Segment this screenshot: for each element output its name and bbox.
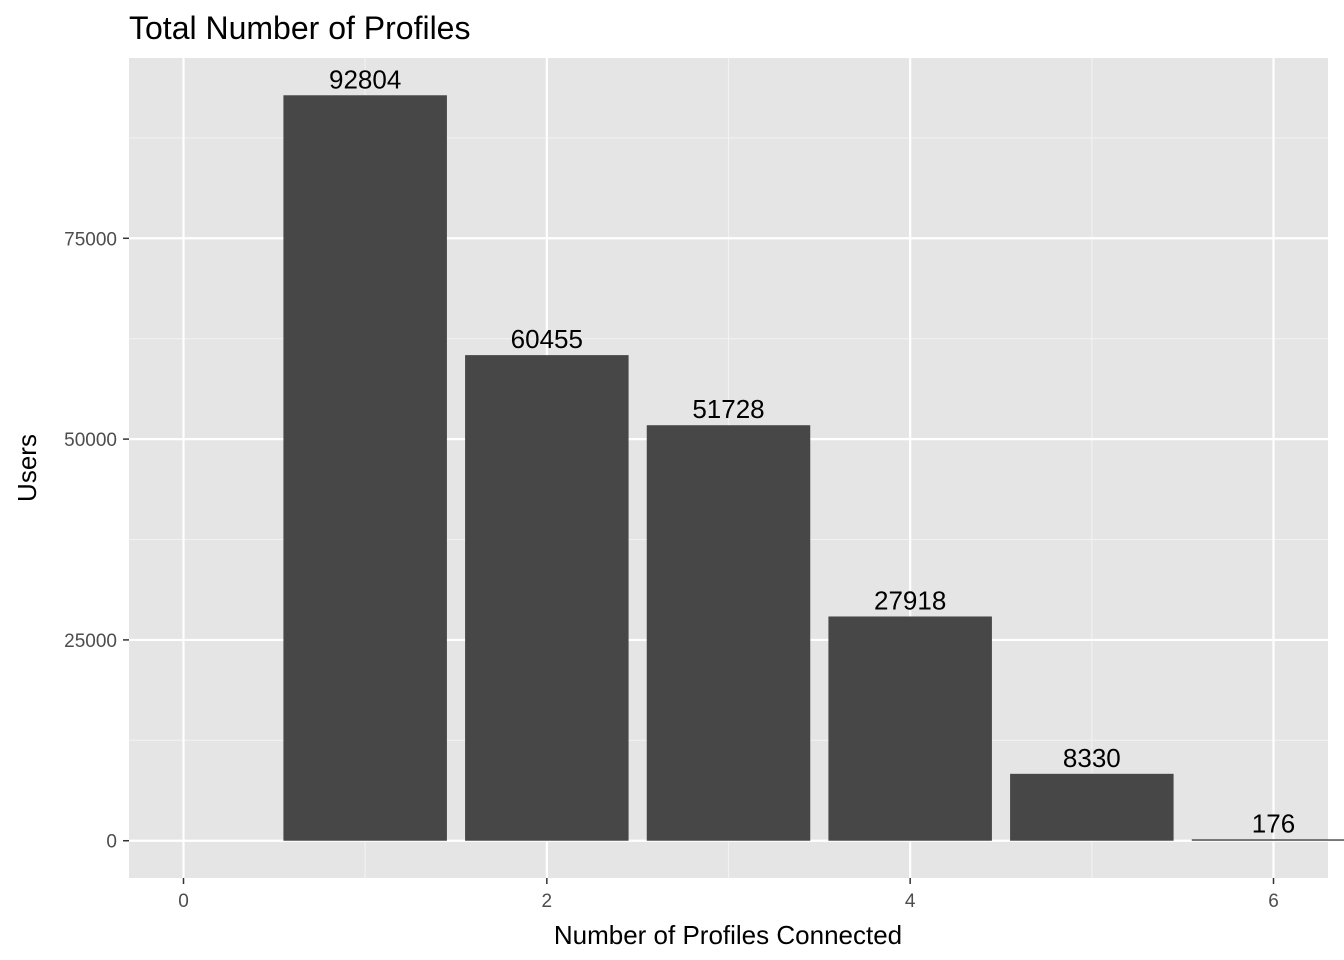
x-tick-label: 0 <box>178 891 189 912</box>
x-tick-label: 2 <box>542 891 553 912</box>
bar <box>646 425 811 841</box>
bar <box>465 355 629 841</box>
x-axis-title: Number of Profiles Connected <box>554 920 902 950</box>
data-label: 92804 <box>329 64 401 94</box>
y-tick-label: 75000 <box>64 229 117 250</box>
y-tick-label: 25000 <box>64 631 117 652</box>
bar <box>1191 839 1344 841</box>
bar <box>1010 773 1174 841</box>
data-label: 27918 <box>874 585 946 615</box>
chart-title: Total Number of Profiles <box>129 10 470 46</box>
data-label: 176 <box>1252 808 1295 838</box>
bars <box>283 95 1344 841</box>
data-label: 8330 <box>1063 743 1121 773</box>
x-tick-label: 4 <box>905 891 916 912</box>
y-axis-title: Users <box>12 434 42 502</box>
data-label: 51728 <box>692 394 764 424</box>
bar <box>283 95 447 841</box>
y-tick-label: 0 <box>106 832 117 853</box>
x-tick-label: 6 <box>1268 891 1279 912</box>
y-axis: 0 25000 50000 75000 <box>64 229 129 853</box>
data-label: 60455 <box>511 324 583 354</box>
data-labels: 92804 60455 51728 27918 8330 176 <box>329 64 1295 838</box>
y-tick-label: 50000 <box>64 430 117 451</box>
bar <box>828 616 992 841</box>
x-axis: 0 2 4 6 <box>178 878 1279 912</box>
